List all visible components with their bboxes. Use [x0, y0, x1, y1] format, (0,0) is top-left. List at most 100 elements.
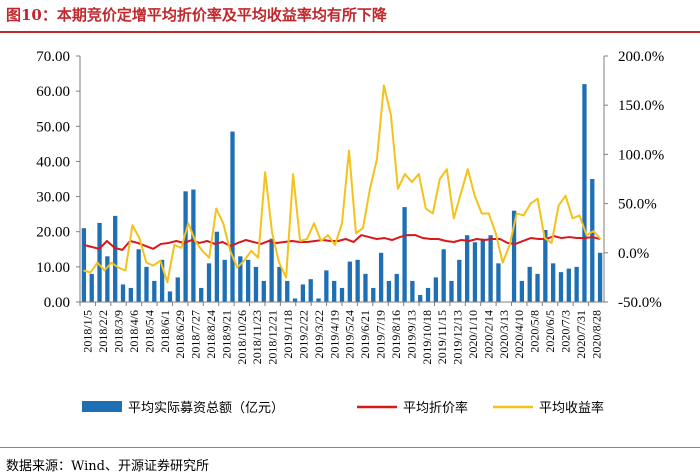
x-tick-label: 2018/9/21 — [219, 310, 233, 359]
bar — [167, 291, 173, 302]
y-left-tick-label: 50.00 — [36, 119, 70, 135]
bar — [535, 273, 540, 302]
line-series — [83, 84, 602, 284]
bar — [386, 280, 392, 302]
bar — [144, 266, 149, 302]
bar — [582, 84, 587, 302]
bar — [175, 277, 180, 302]
bar — [449, 280, 454, 302]
bar — [238, 256, 243, 302]
bar — [105, 256, 110, 302]
bar — [246, 259, 251, 302]
bar — [97, 222, 102, 302]
y-right-tick-label: 150.0% — [618, 98, 664, 114]
bar — [222, 259, 227, 302]
x-tick-label: 2018/6/1 — [158, 310, 172, 353]
bar — [89, 273, 94, 302]
bar — [597, 252, 603, 302]
bar — [488, 235, 493, 302]
y-left-tick-label: 30.00 — [36, 190, 70, 206]
return-rate-line — [83, 84, 602, 284]
bar — [511, 210, 517, 302]
x-tick-label: 2019/2/22 — [296, 310, 310, 359]
bar — [519, 280, 525, 302]
bar — [418, 294, 423, 302]
x-tick-label: 2019/4/19 — [327, 310, 341, 359]
legend-label: 平均折价率 — [403, 400, 468, 416]
x-tick-label: 2020/5/8 — [528, 310, 542, 353]
legend-label: 平均收益率 — [539, 400, 604, 416]
bar — [269, 238, 274, 302]
x-tick-label: 2018/4/6 — [127, 310, 141, 353]
bar — [214, 231, 220, 302]
axes: 0.00 10.00 20.00 30.00 40.00 50.00 60.00 70.00 -… — [36, 49, 664, 365]
source-note: 数据来源：Wind、开源证券研究所 — [6, 459, 209, 474]
y-left-tick-label: 10.00 — [36, 260, 70, 276]
x-tick-label: 2019/6/21 — [358, 310, 372, 359]
y-left-tick-label: 0.00 — [44, 295, 70, 311]
bar — [136, 249, 141, 302]
bar — [183, 191, 188, 302]
bar — [480, 238, 485, 302]
bar-series — [81, 84, 603, 302]
x-tick-label: 2018/3/9 — [112, 310, 126, 353]
bar — [402, 207, 407, 302]
x-tick-label: 2018/2/2 — [96, 310, 110, 353]
bar — [230, 131, 235, 302]
bar — [543, 229, 548, 302]
legend-swatch-bar — [82, 401, 122, 412]
x-tick-label: 2020/7/3 — [558, 310, 572, 353]
y-right-tick-label: 0.0% — [618, 246, 649, 262]
x-tick-label: 2018/5/4 — [142, 310, 156, 353]
bar — [339, 287, 345, 302]
bar — [292, 298, 298, 302]
discount-rate-line — [83, 234, 601, 251]
bar — [441, 249, 446, 302]
bar — [277, 266, 282, 302]
x-tick-label: 2019/12/13 — [451, 310, 465, 365]
bar — [590, 179, 595, 302]
x-tick-label: 2018/11/23 — [250, 310, 264, 364]
x-tick-label: 2019/3/22 — [312, 310, 326, 359]
x-tick-label: 2018/1/5 — [81, 310, 95, 353]
x-tick-label: 2020/3/13 — [497, 310, 511, 359]
x-tick-label: 2019/8/16 — [389, 310, 403, 359]
bar — [191, 189, 196, 302]
bar — [464, 235, 470, 302]
footer-rule — [0, 447, 700, 448]
legend: 平均实际募资总额（亿元） 平均折价率 平均收益率 — [82, 400, 604, 416]
bar — [394, 273, 399, 302]
x-tick-label: 2018/10/26 — [235, 310, 249, 365]
bar — [363, 273, 368, 302]
y-left-tick-label: 70.00 — [36, 49, 70, 65]
bar — [332, 280, 337, 302]
y-left-tick-label: 20.00 — [36, 225, 70, 241]
bar — [496, 263, 501, 302]
y-right-tick-label: 50.0% — [618, 197, 657, 213]
bar — [566, 268, 571, 302]
bar — [253, 266, 259, 302]
y-left-tick-label: 40.00 — [36, 154, 70, 170]
title-rule — [0, 31, 700, 33]
bar — [152, 280, 157, 302]
x-tick-label: 2020/2/14 — [481, 310, 495, 359]
bar — [574, 266, 579, 302]
bar — [527, 266, 532, 302]
bar — [472, 242, 478, 302]
y-left-tick-label: 60.00 — [36, 84, 70, 100]
bar — [128, 287, 133, 302]
bar — [410, 280, 415, 302]
bar — [199, 287, 204, 302]
x-tick-label: 2020/6/5 — [543, 310, 557, 353]
bar — [285, 280, 290, 302]
bar — [457, 259, 462, 302]
x-tick-label: 2018/6/29 — [173, 310, 187, 359]
x-tick-label: 2018/7/27 — [189, 310, 203, 359]
bar — [378, 252, 384, 302]
bar — [425, 287, 431, 302]
x-tick-label: 2019/5/24 — [343, 310, 357, 359]
bar — [159, 259, 165, 302]
bar — [206, 263, 212, 302]
bar — [371, 287, 376, 302]
bar — [316, 298, 321, 302]
